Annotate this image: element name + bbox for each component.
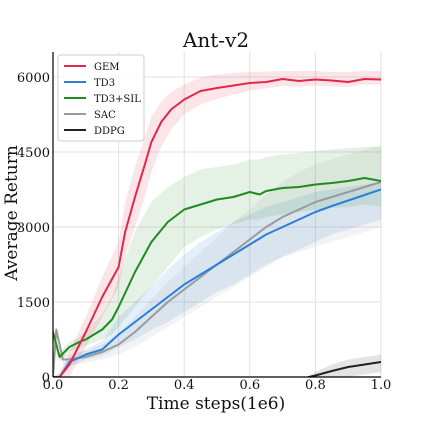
y-tick-label: 3000: [17, 221, 50, 236]
legend-box: [57, 54, 145, 142]
band-sac: [53, 144, 381, 377]
confidence-bands: [53, 71, 381, 377]
y-tick-label: 4500: [17, 146, 50, 161]
y-tick-label: 0: [42, 371, 50, 386]
x-tick-label: 0.6: [239, 378, 260, 393]
y-tick-label: 1500: [17, 296, 50, 311]
legend-label-td3-sil: TD3+SIL: [94, 94, 141, 105]
series-line-td3-sil: [53, 177, 381, 358]
legend: GEM TD3 TD3+SIL SAC DDPG: [57, 54, 145, 142]
series-line-gem: [53, 78, 381, 377]
x-tick-label: 0.2: [108, 378, 129, 393]
band-td3: [53, 182, 381, 377]
y-tick-label: 6000: [17, 71, 50, 86]
series-line-td3: [53, 188, 381, 377]
x-tick-label: 0.4: [174, 378, 195, 393]
y-axis-label: Average Return: [2, 145, 22, 282]
band-td3-sil: [53, 147, 381, 362]
legend-label-td3: TD3: [94, 78, 115, 89]
legend-label-ddpg: DDPG: [94, 126, 125, 137]
series-lines: [53, 78, 381, 377]
series-line-ddpg: [307, 361, 381, 377]
legend-label-gem: GEM: [94, 62, 120, 73]
legend-label-sac: SAC: [94, 110, 116, 121]
x-axis-label: Time steps(1e6): [147, 394, 286, 414]
chart-title: Ant-v2: [182, 28, 249, 52]
band-gem: [53, 71, 381, 377]
x-tick-label: 0.8: [305, 378, 326, 393]
axes: [52, 52, 381, 378]
x-tick-label: 1.0: [371, 378, 392, 393]
x-tick-label: 0.0: [43, 378, 64, 393]
tick-labels: 0.0 0.2 0.4 0.6 0.8 1.0 0 1500 3000 4500 6000: [17, 71, 391, 393]
